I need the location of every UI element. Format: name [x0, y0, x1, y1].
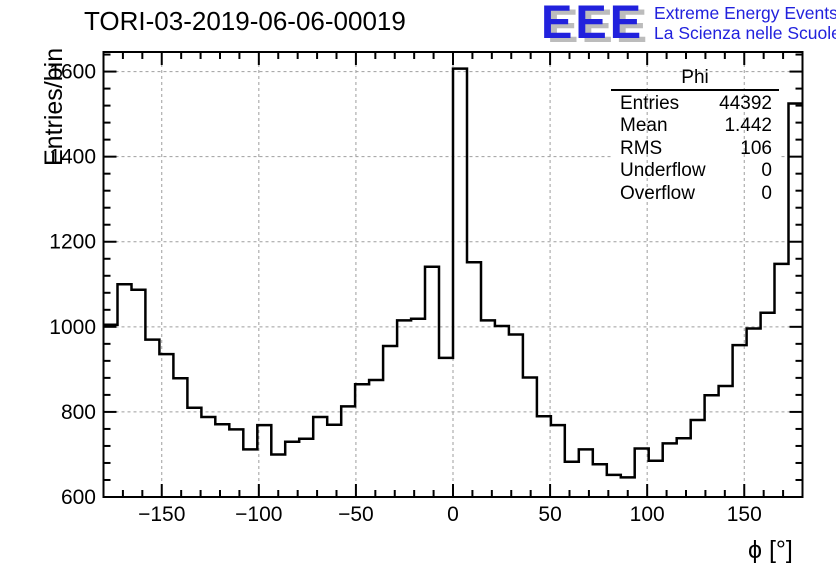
eee-logo-line1: Extreme Energy Events — [654, 3, 836, 23]
svg-text:0: 0 — [447, 503, 459, 526]
stats-label: Mean — [620, 115, 668, 137]
y-axis-label: Entries/bin — [40, 47, 68, 166]
stats-title: Phi — [681, 67, 709, 88]
page-title: TORI-03-2019-06-06-00019 — [84, 6, 406, 36]
stats-row-overflow: Overflow 0 — [611, 183, 779, 205]
svg-text:50: 50 — [538, 503, 561, 526]
stats-label: Overflow — [620, 182, 695, 204]
x-axis-label: ϕ [°] — [748, 536, 793, 564]
stats-rows: Entries 44392 Mean 1.442 RMS 106 Underfl… — [611, 91, 779, 205]
stats-box: Phi Entries 44392 Mean 1.442 RMS 106 Und… — [611, 66, 779, 205]
svg-text:800: 800 — [61, 401, 96, 424]
stats-value: 106 — [740, 137, 772, 159]
svg-text:−50: −50 — [338, 503, 374, 526]
eee-logo-line2: La Scienza nelle Scuole — [654, 23, 836, 43]
stats-row-mean: Mean 1.442 — [611, 115, 779, 137]
stats-value: 0 — [761, 182, 772, 204]
stats-row-entries: Entries 44392 — [611, 93, 779, 115]
stats-divider — [611, 89, 779, 91]
svg-text:1400: 1400 — [49, 146, 96, 169]
stats-value: 0 — [761, 160, 772, 182]
svg-text:600: 600 — [61, 486, 96, 509]
stats-value: 44392 — [719, 93, 772, 114]
stats-label: RMS — [620, 137, 663, 159]
stats-row-underflow: Underflow 0 — [611, 160, 779, 182]
stats-label: Underflow — [620, 160, 706, 182]
eee-logo: EEE Extreme Energy Events La Scienza nel… — [541, 0, 836, 48]
svg-text:100: 100 — [630, 503, 665, 526]
svg-text:1000: 1000 — [49, 316, 96, 339]
svg-text:1200: 1200 — [49, 231, 96, 254]
eee-logo-text: Extreme Energy Events La Scienza nelle S… — [654, 3, 836, 43]
svg-text:150: 150 — [727, 503, 762, 526]
stats-row-rms: RMS 106 — [611, 138, 779, 160]
svg-text:−150: −150 — [138, 503, 185, 526]
stats-label: Entries — [620, 93, 680, 114]
eee-logo-acronym: EEE — [541, 0, 645, 48]
stats-value: 1.442 — [724, 115, 772, 137]
svg-text:1600: 1600 — [49, 61, 96, 84]
svg-text:−100: −100 — [235, 503, 282, 526]
